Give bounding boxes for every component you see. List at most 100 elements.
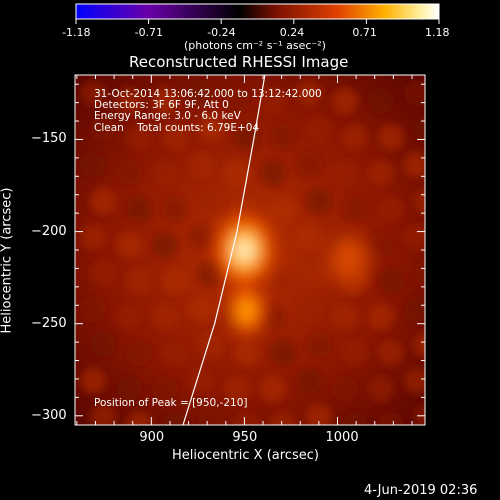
texture-blob	[270, 340, 296, 366]
texture-blob	[126, 268, 152, 294]
texture-blob	[414, 260, 425, 286]
colorbar-tick-label: 1.18	[425, 26, 450, 39]
texture-blob	[332, 88, 358, 114]
y-tick-label: −200	[31, 223, 67, 239]
annotation-energy: Energy Range: 3.0 - 6.0 keV	[94, 110, 241, 122]
texture-blob	[126, 124, 152, 150]
texture-blob	[80, 152, 106, 178]
texture-blob	[270, 196, 296, 222]
texture-blob	[270, 412, 296, 425]
texture-blob	[198, 332, 224, 358]
heatmap-image	[75, 75, 425, 425]
texture-blob	[368, 376, 394, 402]
colorbar-tick-label: 0.24	[279, 26, 305, 39]
texture-blob	[116, 376, 142, 402]
texture-blob	[332, 304, 358, 330]
texture-blob	[414, 188, 425, 214]
texture-blob	[378, 340, 404, 366]
colorbar-tick-label: -0.71	[134, 26, 164, 39]
annotation-counts: Clean Total counts: 6.79E+04	[94, 122, 260, 134]
colorbar-unit-label: (photons cm⁻² s⁻¹ asec⁻²)	[184, 39, 326, 52]
texture-blob	[198, 188, 224, 214]
chart-title: Reconstructed RHESSI Image	[129, 53, 349, 71]
emission-source-1	[239, 302, 254, 320]
x-axis-label: Heliocentric X (arcsec)	[172, 448, 319, 463]
texture-blob	[368, 88, 394, 114]
texture-blob	[152, 160, 178, 186]
emission-source-0	[237, 241, 252, 259]
texture-blob	[342, 196, 368, 222]
texture-blob	[90, 188, 116, 214]
texture-blob	[260, 376, 286, 402]
texture-blob	[234, 412, 260, 425]
texture-blob	[188, 152, 214, 178]
texture-blob	[162, 268, 188, 294]
texture-blob	[296, 152, 322, 178]
texture-blob	[162, 196, 188, 222]
emission-source-2	[336, 244, 361, 275]
texture-blob	[80, 296, 106, 322]
colorbar-ticks	[75, 19, 440, 24]
texture-blob	[260, 304, 286, 330]
texture-blob	[378, 196, 404, 222]
texture-blob	[296, 296, 322, 322]
texture-blob	[90, 116, 116, 142]
texture-blob	[116, 160, 142, 186]
texture-blob	[126, 340, 152, 366]
texture-blob	[80, 368, 106, 394]
texture-blob	[368, 160, 394, 186]
texture-blob	[116, 232, 142, 258]
texture-blob	[270, 124, 296, 150]
texture-blob	[270, 268, 296, 294]
texture-blob	[80, 80, 106, 106]
texture-blob	[378, 268, 404, 294]
texture-blob	[404, 224, 425, 250]
texture-blob	[332, 376, 358, 402]
y-axis-label: Heliocentric Y (arcsec)	[0, 187, 15, 334]
texture-blob	[342, 340, 368, 366]
texture-blob	[80, 224, 106, 250]
texture-blob	[414, 404, 425, 425]
texture-blob	[188, 80, 214, 106]
texture-blob	[224, 160, 250, 186]
texture-blob	[90, 404, 116, 425]
x-tick-label: 1000	[325, 430, 359, 445]
texture-blob	[404, 80, 425, 106]
texture-blob	[90, 332, 116, 358]
x-tick-label: 900	[139, 430, 165, 445]
texture-blob	[404, 152, 425, 178]
texture-blob	[162, 340, 188, 366]
texture-blob	[162, 124, 188, 150]
texture-blob	[234, 340, 260, 366]
texture-blob	[414, 332, 425, 358]
texture-blob	[198, 116, 224, 142]
texture-blob	[152, 232, 178, 258]
texture-blob	[306, 188, 332, 214]
texture-blob	[378, 124, 404, 150]
y-tick-label: −150	[31, 131, 67, 147]
colorbar	[75, 3, 440, 20]
texture-blob	[342, 412, 368, 425]
texture-blob	[306, 404, 332, 425]
texture-blob	[296, 368, 322, 394]
texture-blob	[224, 88, 250, 114]
texture-blob	[116, 88, 142, 114]
texture-blob	[260, 160, 286, 186]
colorbar-tick-label: 0.71	[352, 26, 377, 39]
texture-blob	[90, 260, 116, 286]
texture-blob	[404, 368, 425, 394]
texture-blob	[224, 376, 250, 402]
texture-blob	[368, 304, 394, 330]
texture-blob	[296, 80, 322, 106]
peak-position-label: Position of Peak = [950,-210]	[94, 397, 248, 409]
texture-blob	[378, 412, 404, 425]
annotation-time: 31-Oct-2014 13:06:42.000 to 13:12:42.000	[94, 88, 322, 100]
texture-blob	[260, 88, 286, 114]
texture-blob	[126, 196, 152, 222]
texture-blob	[188, 296, 214, 322]
texture-blob	[332, 160, 358, 186]
y-tick-label: −250	[31, 315, 67, 331]
texture-blob	[306, 116, 332, 142]
texture-blob	[414, 116, 425, 142]
